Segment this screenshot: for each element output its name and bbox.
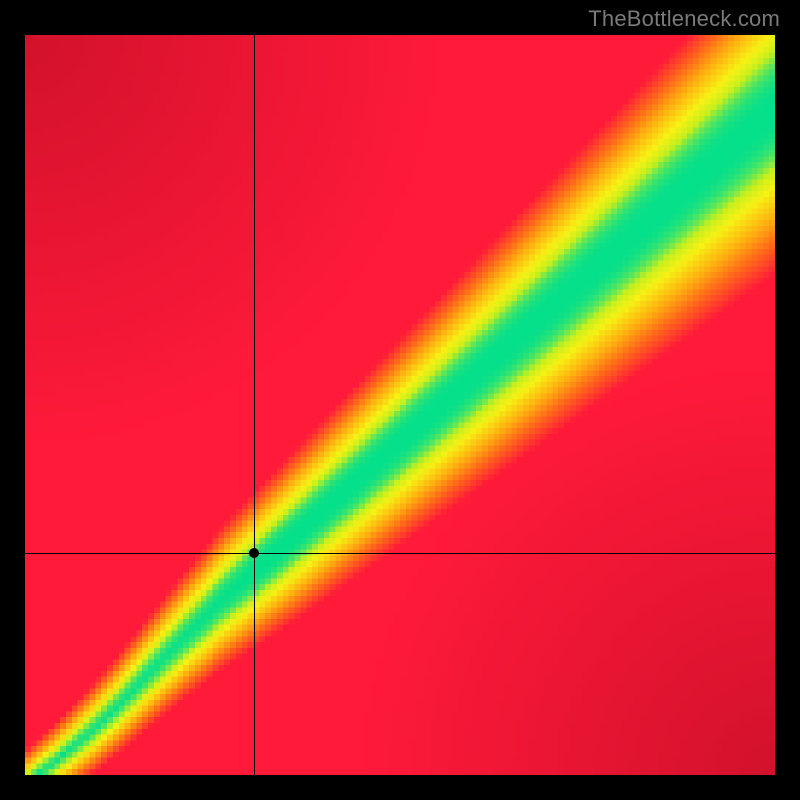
heatmap-plot bbox=[25, 35, 775, 775]
crosshair-horizontal bbox=[25, 553, 775, 554]
crosshair-dot bbox=[249, 548, 259, 558]
watermark-text: TheBottleneck.com bbox=[588, 6, 780, 32]
heatmap-canvas bbox=[25, 35, 775, 775]
crosshair-vertical bbox=[254, 35, 255, 775]
